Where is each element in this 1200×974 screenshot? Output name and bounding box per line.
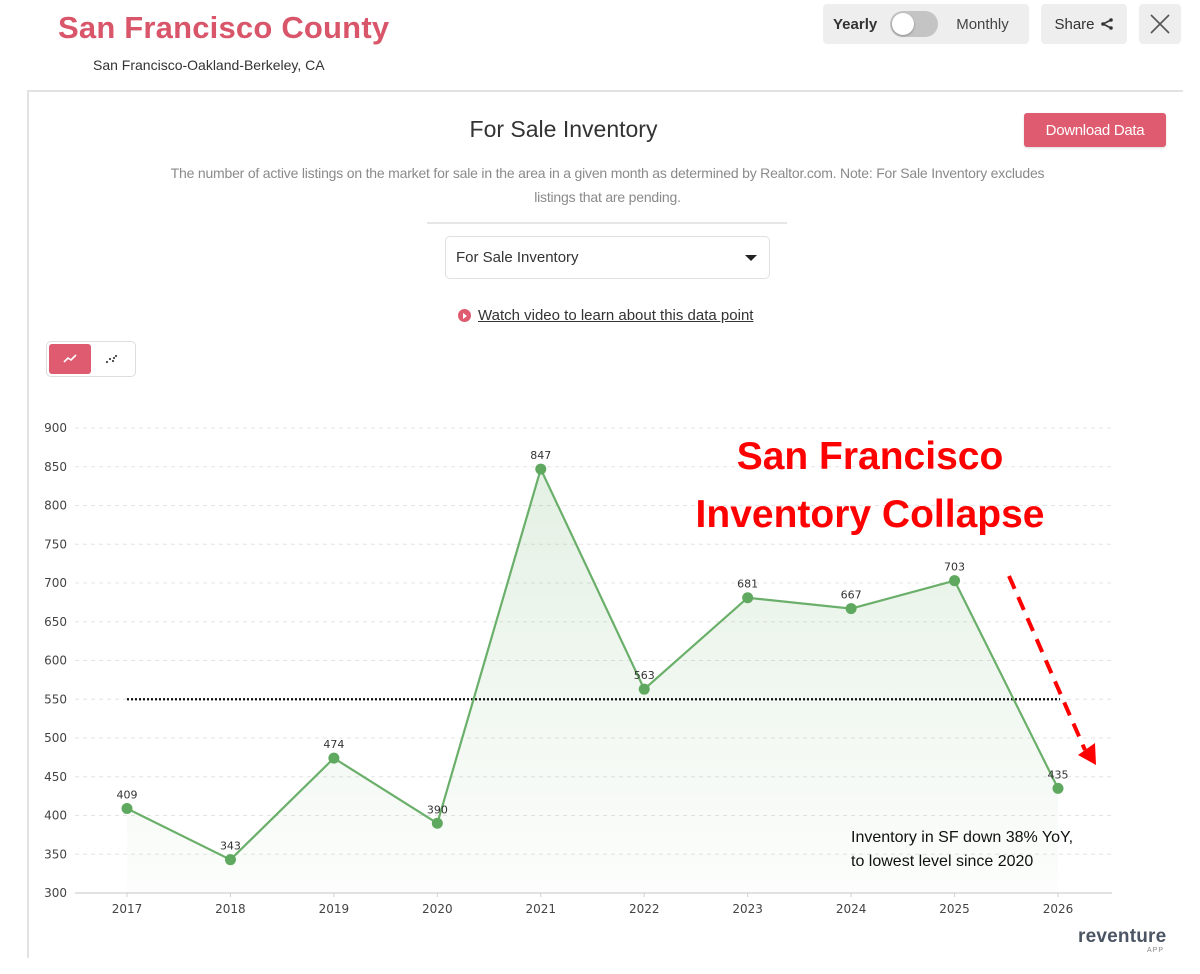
y-tick-label: 300: [44, 886, 67, 900]
x-tick-label: 2019: [319, 902, 350, 916]
data-label: 435: [1048, 768, 1069, 781]
play-icon: [458, 309, 471, 322]
annotation-note-line2: to lowest level since 2020: [851, 853, 1034, 870]
y-tick-label: 700: [44, 576, 67, 590]
data-point[interactable]: [638, 683, 650, 695]
line-chart-icon: [63, 354, 77, 363]
x-axis: 2017 2018 2019 2020 2021 2022 2023 2024 2025 2026: [75, 892, 1112, 916]
x-tick-label: 2017: [112, 902, 143, 916]
reventure-logo-sub: APP: [1147, 947, 1165, 954]
divider: [427, 222, 787, 224]
share-icon: [1100, 18, 1113, 30]
data-label: 343: [220, 840, 241, 853]
data-label: 563: [634, 669, 655, 682]
toggle-label-monthly[interactable]: Monthly: [956, 15, 1009, 33]
scatter-chart-button[interactable]: [91, 344, 133, 374]
scatter-chart-icon: [105, 354, 118, 364]
data-label: 390: [427, 803, 448, 816]
data-point[interactable]: [845, 603, 857, 615]
download-data-button[interactable]: Download Data: [1024, 113, 1166, 147]
metric-dropdown-value: For Sale Inventory: [456, 249, 579, 266]
annotation-note-line1: Inventory in SF down 38% YoY,: [851, 829, 1074, 846]
x-tick-label: 2024: [836, 902, 867, 916]
data-labels: 409 343 474 390 847 563 681 667 703 435: [117, 449, 1069, 853]
close-x-icon: [1150, 14, 1170, 34]
share-label: Share: [1054, 15, 1095, 33]
x-tick-label: 2023: [732, 902, 763, 916]
reventure-logo: reventure: [1078, 926, 1167, 947]
chart-title: For Sale Inventory: [469, 116, 658, 142]
metro-subtitle: San Francisco-Oakland-Berkeley, CA: [93, 57, 325, 73]
y-tick-label: 400: [44, 809, 67, 823]
data-label: 474: [323, 738, 344, 751]
metric-dropdown[interactable]: For Sale Inventory: [445, 236, 770, 279]
data-point[interactable]: [1052, 782, 1064, 794]
metric-description: The number of active listings on the mar…: [170, 165, 1045, 205]
y-tick-label: 800: [44, 499, 67, 513]
close-button[interactable]: [1139, 4, 1181, 44]
data-markers: [121, 463, 1064, 866]
data-point[interactable]: [431, 817, 443, 829]
y-tick-label: 600: [44, 654, 67, 668]
area-fill: [127, 469, 1058, 893]
y-tick-label: 650: [44, 615, 67, 629]
x-tick-label: 2020: [422, 902, 453, 916]
toggle-switch[interactable]: [890, 11, 939, 37]
y-axis: 300 350 400 450 500 550 600 650 700 750 800 850 900: [44, 421, 67, 900]
y-tick-label: 350: [44, 847, 67, 861]
y-tick-label: 850: [44, 460, 67, 474]
annotation-headline-line2: Inventory Collapse: [695, 493, 1045, 536]
data-point[interactable]: [328, 752, 340, 764]
x-tick-label: 2018: [215, 902, 246, 916]
page-title: San Francisco County: [58, 10, 390, 45]
data-point[interactable]: [535, 463, 547, 475]
data-point[interactable]: [949, 575, 961, 587]
data-point[interactable]: [742, 592, 754, 604]
data-label: 409: [117, 789, 138, 802]
y-tick-label: 900: [44, 421, 67, 435]
toggle-label-yearly[interactable]: Yearly: [833, 15, 878, 33]
data-point[interactable]: [121, 803, 133, 815]
x-tick-label: 2026: [1043, 902, 1074, 916]
data-label: 681: [737, 578, 758, 591]
data-label: 703: [944, 561, 965, 574]
y-tick-label: 450: [44, 770, 67, 784]
down-arrow-annotation: [1007, 575, 1096, 765]
share-button[interactable]: Share: [1041, 4, 1127, 44]
x-tick-label: 2025: [939, 902, 970, 916]
x-tick-label: 2022: [629, 902, 660, 916]
y-tick-label: 500: [44, 731, 67, 745]
line-chart-button[interactable]: [49, 344, 91, 374]
watch-video-link[interactable]: Watch video to learn about this data poi…: [458, 307, 753, 324]
data-label: 847: [530, 449, 551, 462]
y-tick-label: 550: [44, 692, 67, 706]
watch-video-text[interactable]: Watch video to learn about this data poi…: [478, 307, 754, 324]
x-tick-label: 2021: [526, 902, 557, 916]
data-point[interactable]: [224, 854, 236, 866]
annotation-headline: San Francisco Inventory Collapse: [680, 428, 1060, 544]
y-tick-label: 750: [44, 537, 67, 551]
annotation-note: Inventory in SF down 38% YoY, to lowest …: [851, 826, 1073, 874]
yearly-monthly-toggle[interactable]: Yearly Monthly: [823, 4, 1029, 44]
data-label: 667: [841, 589, 862, 602]
line-chart: 300350400450500550600650700750800850900 …: [44, 421, 1112, 916]
chart-type-switcher: [46, 341, 136, 377]
chevron-down-icon: [745, 255, 757, 261]
annotation-headline-line1: San Francisco: [736, 435, 1004, 478]
toggle-knob[interactable]: [892, 13, 915, 35]
series-line: [126, 465, 1059, 862]
